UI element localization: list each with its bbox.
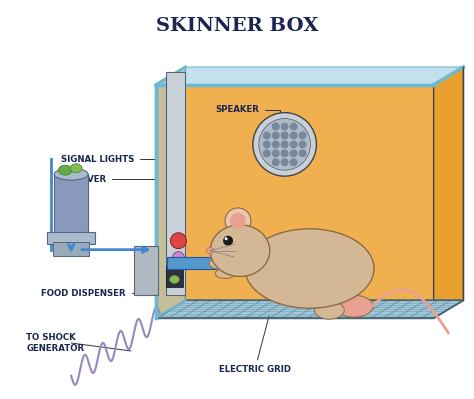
Bar xyxy=(55,174,88,234)
Circle shape xyxy=(263,140,271,148)
Bar xyxy=(167,257,222,269)
Circle shape xyxy=(299,132,307,139)
Circle shape xyxy=(272,140,280,148)
Ellipse shape xyxy=(58,165,72,175)
Text: LEVER: LEVER xyxy=(76,175,175,260)
Ellipse shape xyxy=(206,248,214,254)
Circle shape xyxy=(225,237,228,240)
Ellipse shape xyxy=(245,229,374,308)
Circle shape xyxy=(230,213,246,229)
Polygon shape xyxy=(155,85,434,318)
Ellipse shape xyxy=(55,168,88,180)
Circle shape xyxy=(290,132,298,139)
Circle shape xyxy=(290,149,298,157)
Text: SPEAKER: SPEAKER xyxy=(215,105,280,132)
Circle shape xyxy=(263,149,271,157)
Ellipse shape xyxy=(170,275,179,283)
Circle shape xyxy=(171,233,186,249)
Text: SIGNAL LIGHTS: SIGNAL LIGHTS xyxy=(61,155,178,238)
Bar xyxy=(53,242,89,256)
Ellipse shape xyxy=(335,295,373,317)
Circle shape xyxy=(272,132,280,139)
Circle shape xyxy=(281,149,289,157)
Circle shape xyxy=(281,158,289,166)
Polygon shape xyxy=(155,67,464,85)
Circle shape xyxy=(225,208,251,234)
Circle shape xyxy=(290,122,298,130)
Ellipse shape xyxy=(209,258,231,269)
Polygon shape xyxy=(434,67,464,318)
Circle shape xyxy=(281,132,289,139)
Polygon shape xyxy=(155,300,464,318)
Circle shape xyxy=(263,132,271,139)
Circle shape xyxy=(281,140,289,148)
Polygon shape xyxy=(155,67,185,318)
Bar xyxy=(165,266,183,287)
Text: SKINNER BOX: SKINNER BOX xyxy=(156,17,318,35)
Text: ELECTRIC GRID: ELECTRIC GRID xyxy=(219,316,291,374)
Circle shape xyxy=(299,149,307,157)
Circle shape xyxy=(253,113,317,176)
Circle shape xyxy=(272,158,280,166)
Bar xyxy=(165,72,185,295)
Circle shape xyxy=(290,140,298,148)
Circle shape xyxy=(281,122,289,130)
Circle shape xyxy=(290,158,298,166)
Ellipse shape xyxy=(215,269,235,279)
Text: FOOD DISPENSER: FOOD DISPENSER xyxy=(41,273,146,298)
Ellipse shape xyxy=(210,225,270,277)
Circle shape xyxy=(259,119,310,170)
Circle shape xyxy=(272,149,280,157)
Ellipse shape xyxy=(314,301,344,319)
Circle shape xyxy=(272,122,280,130)
Bar xyxy=(134,246,157,295)
Circle shape xyxy=(299,140,307,148)
Text: TO SHOCK
GENERATOR: TO SHOCK GENERATOR xyxy=(27,333,84,353)
Polygon shape xyxy=(157,67,185,318)
Ellipse shape xyxy=(70,164,82,173)
Circle shape xyxy=(223,236,233,246)
Circle shape xyxy=(173,252,184,264)
Bar xyxy=(47,232,95,244)
